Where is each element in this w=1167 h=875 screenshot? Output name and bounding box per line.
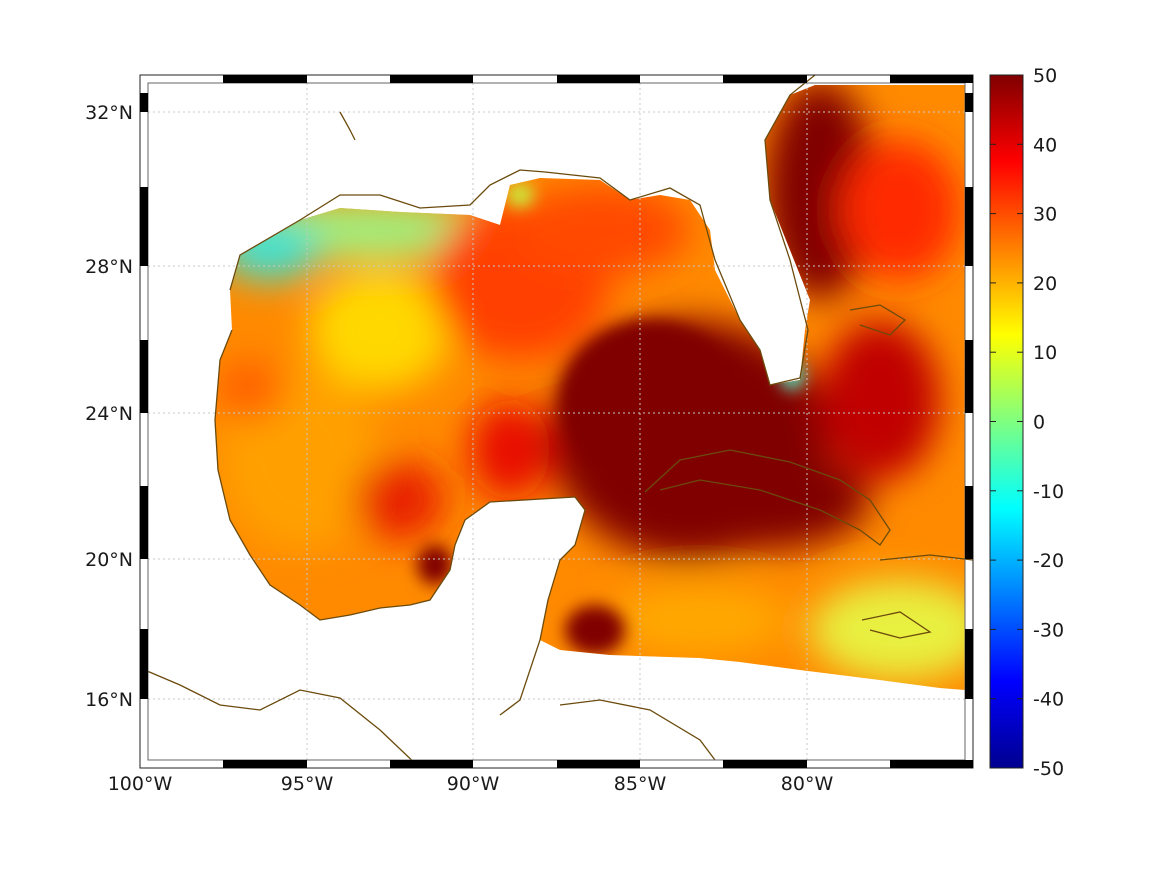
grid-lines <box>148 83 965 760</box>
x-tick-label: 80°W <box>781 773 834 795</box>
colorbar-tick-label: -50 <box>1033 758 1064 780</box>
heat-field <box>215 85 965 690</box>
colorbar: 50 40 30 20 10 0 -10 -20 -30 -40 -50 <box>989 65 1064 780</box>
colorbar-tick-labels: 50 40 30 20 10 0 -10 -20 -30 -40 -50 <box>990 65 1064 780</box>
y-tick-label: 28°N <box>85 256 133 278</box>
colorbar-tick-label: 10 <box>1033 342 1057 364</box>
colorbar-tick-label: -30 <box>1033 619 1064 641</box>
x-tick-label: 90°W <box>447 773 500 795</box>
colorbar-tick-label: -20 <box>1033 550 1064 572</box>
coastlines <box>139 74 974 769</box>
x-tick-label: 100°W <box>108 773 173 795</box>
colorbar-tick-label: 50 <box>1033 65 1057 87</box>
x-tick-labels: 100°W 95°W 90°W 85°W 80°W <box>108 773 834 795</box>
y-tick-labels: 32°N 28°N 24°N 20°N 16°N <box>85 102 133 711</box>
y-tick-label: 20°N <box>85 549 133 571</box>
map-frame <box>139 74 974 769</box>
colorbar-tick-label: 40 <box>1033 134 1057 156</box>
x-tick-label: 85°W <box>614 773 667 795</box>
y-tick-label: 32°N <box>85 102 133 124</box>
colorbar-tick-label: 20 <box>1033 273 1057 295</box>
y-tick-label: 24°N <box>85 403 133 425</box>
colorbar-tick-label: -10 <box>1033 481 1064 503</box>
colorbar-tick-label: 0 <box>1033 412 1045 434</box>
colorbar-tick-label: -40 <box>1033 689 1064 711</box>
colorbar-tick-label: 30 <box>1033 204 1057 226</box>
y-tick-label: 16°N <box>85 689 133 711</box>
x-tick-label: 95°W <box>281 773 334 795</box>
